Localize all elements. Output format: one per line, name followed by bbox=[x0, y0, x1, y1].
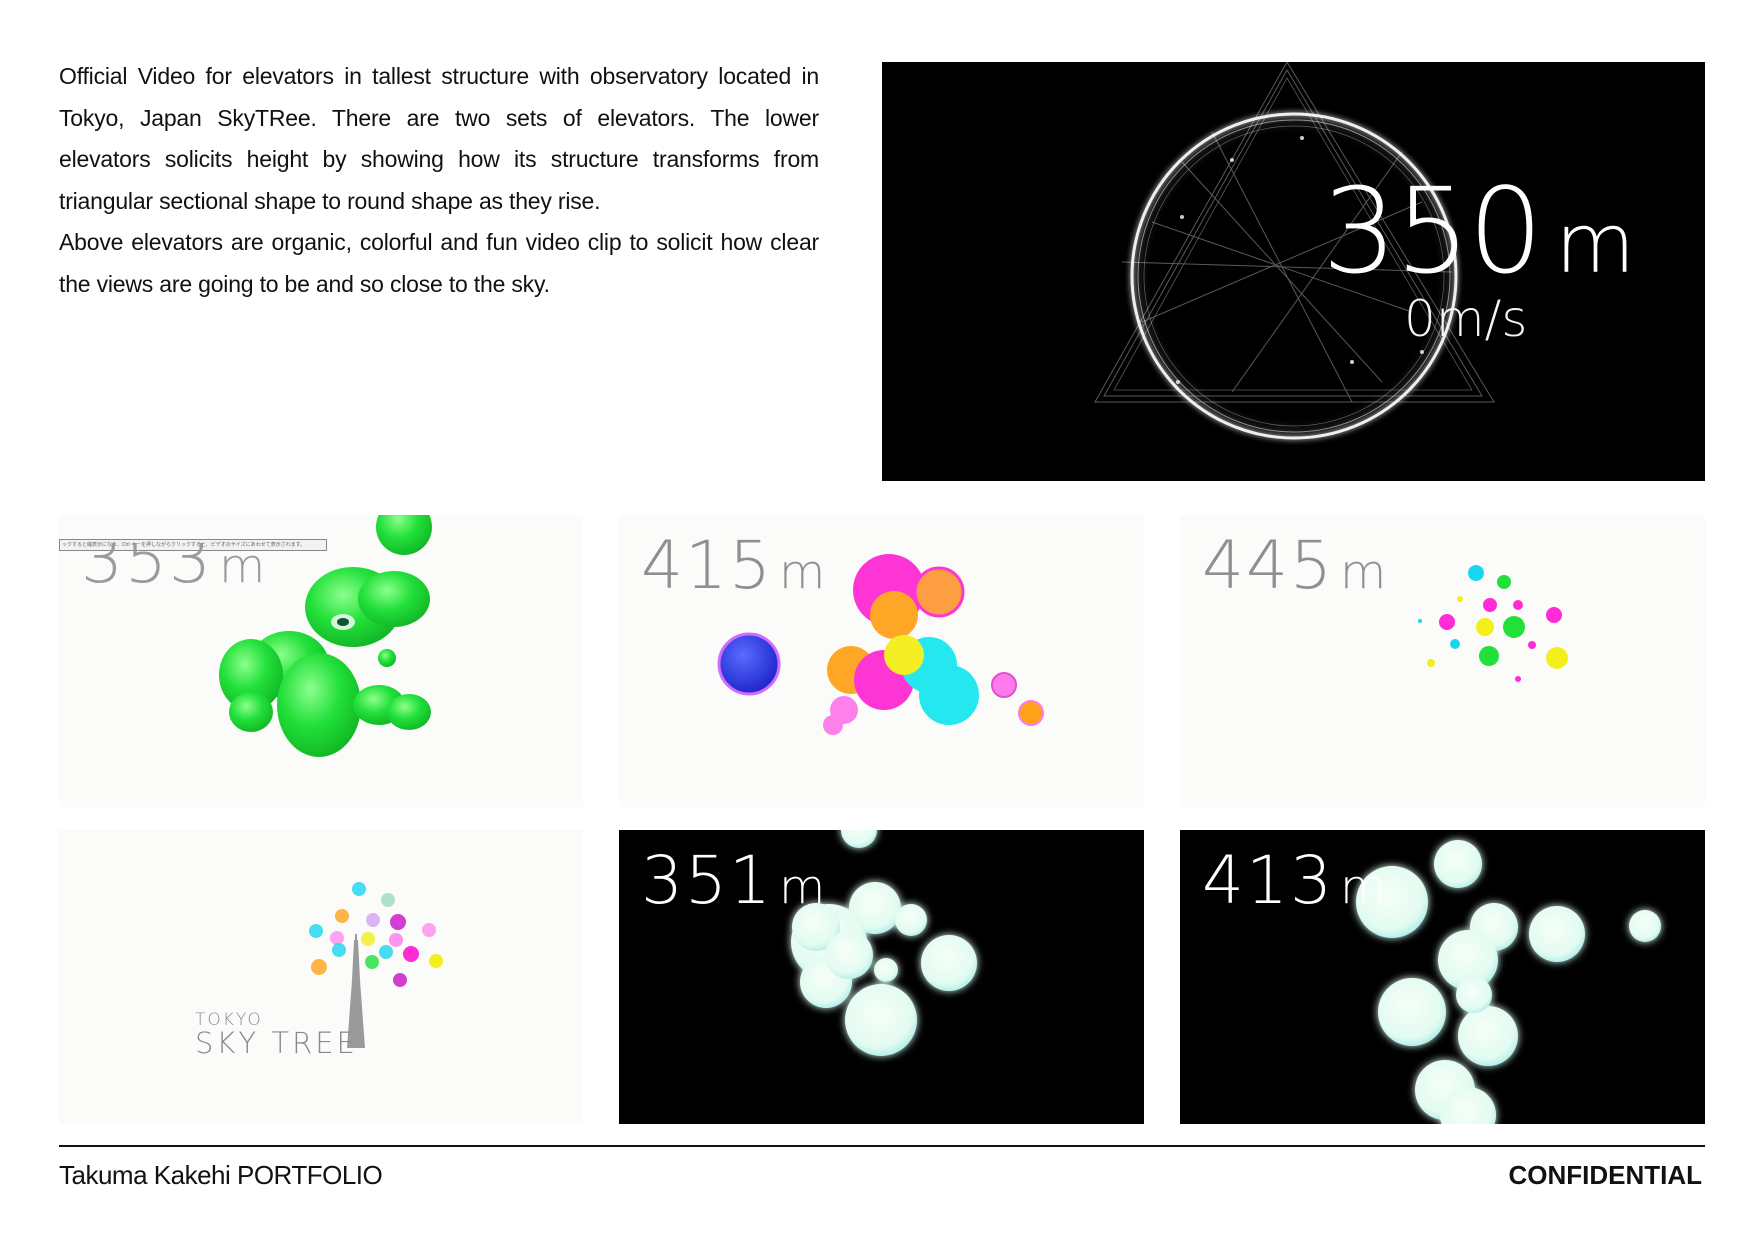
footer-portfolio-title: Takuma Kakehi PORTFOLIO bbox=[59, 1160, 383, 1190]
glowing-bubbles-graphic-2 bbox=[1356, 840, 1661, 1124]
logo-line-tokyo: TOKYO bbox=[195, 1010, 263, 1030]
triangle-circle-graphic bbox=[1094, 62, 1495, 440]
hero-speed-unit: m/s bbox=[1435, 290, 1528, 348]
still-351m-value: 351 bbox=[641, 842, 773, 919]
multicolor-blob-graphic bbox=[717, 554, 1044, 735]
still-353m-unit: m bbox=[218, 539, 266, 594]
still-351m-readout: 351 m bbox=[641, 842, 825, 919]
hero-height-value: 350 bbox=[1322, 162, 1543, 300]
still-413m-value: 413 bbox=[1202, 842, 1334, 919]
still-415m-unit: m bbox=[778, 545, 826, 600]
green-blob-graphic bbox=[219, 515, 432, 757]
skytree-logo-text: TOKYO SKY TREE bbox=[195, 1010, 358, 1060]
hero-height-readout: 350 m bbox=[1322, 162, 1635, 300]
hero-speed-readout: 0m/s bbox=[1404, 290, 1527, 348]
still-351m: 351 m bbox=[619, 830, 1144, 1124]
video-tooltip: ックすると縮表示になり、Ctrl キーを押しながらクリックすると、ビデオのサイズ… bbox=[59, 539, 327, 551]
still-445m-value: 445 bbox=[1202, 527, 1334, 604]
still-353m-readout: 353 m bbox=[81, 521, 266, 598]
scattered-dots-graphic bbox=[1418, 565, 1568, 682]
still-351m-unit: m bbox=[778, 860, 826, 915]
still-413m: 413 m bbox=[1180, 830, 1705, 1124]
footer-divider bbox=[59, 1145, 1705, 1147]
description-paragraph-2: Above elevators are organic, colorful an… bbox=[59, 229, 819, 297]
still-415m: 415 m bbox=[619, 515, 1144, 807]
still-353m: ックすると縮表示になり、Ctrl キーを押しながらクリックすると、ビデオのサイズ… bbox=[59, 515, 583, 807]
still-415m-readout: 415 m bbox=[641, 527, 825, 604]
still-445m: 445 m bbox=[1180, 515, 1705, 807]
description-text: Official Video for elevators in tallest … bbox=[59, 56, 819, 305]
still-413m-readout: 413 m bbox=[1202, 842, 1386, 919]
glowing-bubbles-graphic bbox=[791, 830, 977, 1056]
still-413m-unit: m bbox=[1339, 860, 1387, 915]
hero-height-unit: m bbox=[1555, 197, 1636, 292]
footer-confidential-label: CONFIDENTIAL bbox=[1508, 1160, 1702, 1190]
still-353m-value: 353 bbox=[81, 521, 213, 598]
description-paragraph-1: Official Video for elevators in tallest … bbox=[59, 63, 819, 214]
skytree-logo-graphic bbox=[309, 882, 443, 1048]
still-445m-readout: 445 m bbox=[1202, 527, 1386, 604]
still-445m-unit: m bbox=[1339, 545, 1387, 600]
hero-speed-value: 0 bbox=[1404, 290, 1436, 348]
hero-video-still: 350 m 0m/s bbox=[882, 62, 1705, 481]
logo-line-skytree: SKY TREE bbox=[195, 1026, 358, 1060]
still-415m-value: 415 bbox=[641, 527, 773, 604]
still-skytree-logo: TOKYO SKY TREE bbox=[59, 830, 583, 1124]
